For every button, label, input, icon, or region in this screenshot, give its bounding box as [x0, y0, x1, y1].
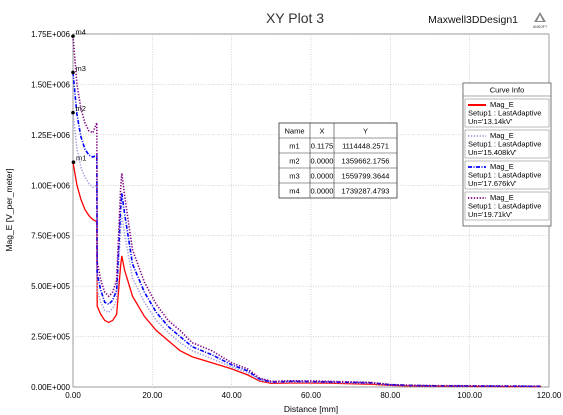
marker-table-cell: 1114448.2571 [342, 142, 389, 151]
marker-m1-point[interactable] [71, 160, 76, 164]
marker-table-header: X [319, 127, 324, 136]
series-line-4 [72, 36, 542, 387]
y-tick-label: 1.25E+006 [31, 131, 70, 140]
marker-m1-label: m1 [76, 154, 86, 163]
marker-m4-point[interactable] [71, 34, 75, 38]
y-tick-label: 1.50E+006 [31, 80, 70, 89]
x-tick-label: 120.00 [537, 391, 562, 400]
legend-voltage: Un='13.14kV' [468, 117, 513, 126]
marker-table-cell: m4 [289, 187, 299, 196]
marker-m3-point[interactable] [71, 70, 75, 75]
marker-table-cell: 0.0000 [311, 157, 334, 166]
legend-voltage: Un='15.408kV' [468, 148, 517, 157]
marker-table-cell: 0.1175 [311, 142, 333, 151]
x-tick-label: 40.00 [222, 391, 243, 400]
y-axis-title: Mag_E [V_per_meter] [4, 168, 14, 251]
marker-table-header: Y [363, 127, 368, 136]
marker-m4-label: m4 [76, 28, 86, 37]
legend-series-name: Mag_E [490, 162, 514, 171]
legend-entry-box [464, 98, 550, 128]
curves [72, 36, 542, 388]
x-tick-label: 100.00 [457, 391, 482, 400]
y-tick-label: 1.00E+006 [31, 181, 70, 190]
marker-table-cell: 1559799.3644 [342, 172, 390, 181]
y-tick-label: 0.00E+000 [31, 383, 70, 392]
design-name: Maxwell3DDesign1 [428, 14, 518, 26]
marker-m2-point[interactable] [71, 110, 75, 115]
ansoft-logo-text: ANSOFT [533, 25, 548, 29]
marker-table-cell: 1739287.4793 [342, 187, 390, 196]
y-axis-ticks: 0.00E+000 2.50E+005 5.00E+005 7.50E+005 1.00… [31, 30, 70, 392]
y-tick-label: 5.00E+005 [31, 282, 70, 291]
legend-voltage: Un='19.71kV' [468, 210, 513, 219]
legend-entry-box [464, 129, 550, 159]
marker-table-cell: m2 [289, 157, 299, 166]
y-tick-label: 2.50E+005 [31, 333, 70, 342]
ansoft-logo-icon [534, 12, 546, 22]
x-axis-title: Distance [mm] [284, 404, 338, 414]
legend-setup: Setup1 : LastAdaptive [468, 109, 541, 118]
legend-title: Curve Info [490, 86, 525, 95]
legend-series-name: Mag_E [490, 131, 514, 140]
legend-entry-box [464, 191, 550, 221]
x-tick-label: 60.00 [301, 391, 322, 400]
marker-m2-label: m2 [76, 104, 86, 113]
marker-table[interactable]: Name X Ym1 0.1175 1114448.2571 m2 0.0000 135966… [278, 122, 398, 199]
legend-entry-box [464, 160, 550, 190]
legend-voltage: Un='17.676kV' [468, 179, 517, 188]
legend-series-name: Mag_E [490, 100, 514, 109]
chart-title: XY Plot 3 [266, 10, 324, 26]
marker-table-cell: m1 [289, 142, 299, 151]
y-tick-label: 7.50E+005 [31, 232, 70, 241]
marker-table-cell: m3 [289, 172, 299, 181]
marker-table-cell: 0.0000 [311, 187, 334, 196]
x-tick-label: 80.00 [380, 391, 401, 400]
legend-setup: Setup1 : LastAdaptive [468, 202, 541, 211]
series-line-3 [72, 72, 542, 388]
markers: m1 m2 m3 m4 [71, 28, 86, 164]
legend-series-name: Mag_E [490, 193, 514, 202]
marker-table-frame [278, 122, 398, 199]
x-tick-label: 0.00 [65, 391, 81, 400]
legend-setup: Setup1 : LastAdaptive [468, 171, 541, 180]
marker-m3-label: m3 [76, 64, 86, 73]
marker-table-cell: 0.0000 [311, 172, 334, 181]
legend-setup: Setup1 : LastAdaptive [468, 140, 541, 149]
x-axis-ticks: 0.00 20.00 40.00 60.00 80.00 100.00 120.00 [65, 391, 562, 400]
x-tick-label: 20.00 [142, 391, 163, 400]
marker-table-cell: 1359662.1756 [342, 157, 390, 166]
marker-table-header: Name [284, 127, 304, 136]
y-tick-label: 1.75E+006 [31, 30, 70, 39]
